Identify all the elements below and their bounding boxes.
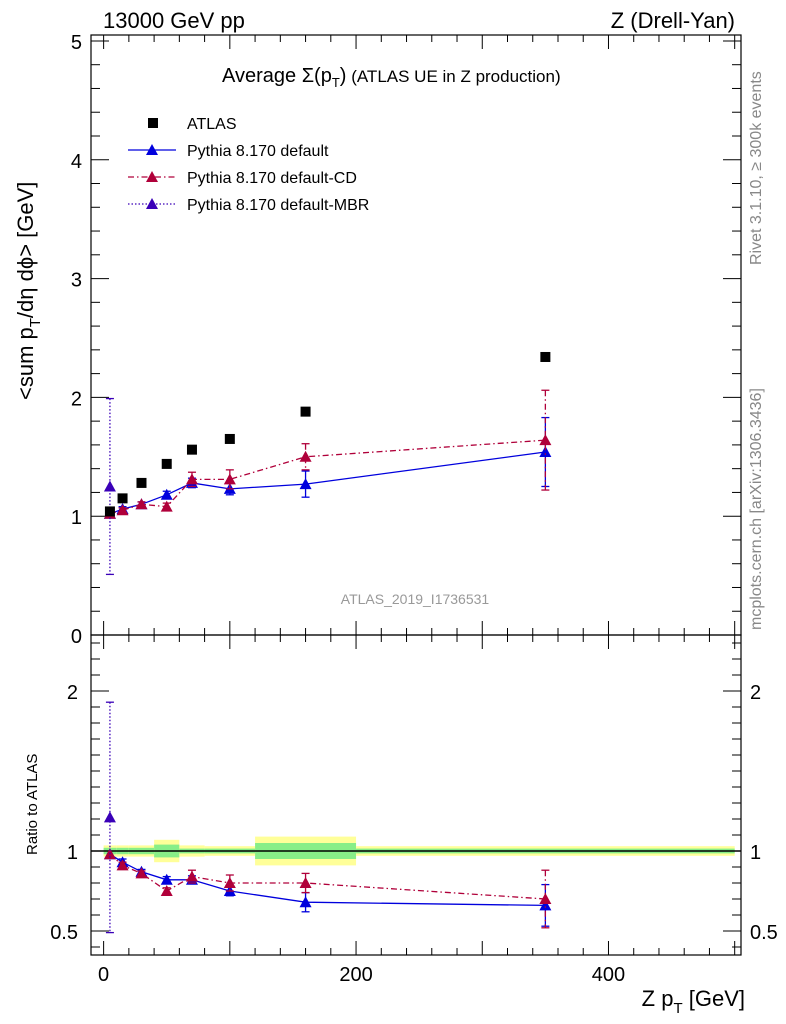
series-cd-marker <box>299 450 312 462</box>
ratio-series-cd-marker <box>116 859 129 871</box>
x-tick-label: 0 <box>98 964 109 986</box>
ratio-series-default-marker <box>299 896 312 908</box>
legend-marker-data <box>148 118 158 128</box>
ratio-series-default-marker <box>160 873 173 885</box>
ratio-plot-axes: 0 200 400 0.5 0.5 1 1 2 2 <box>50 635 778 986</box>
data-point-marker <box>300 406 311 417</box>
ratio-y-tick-label: 1 <box>67 842 78 864</box>
data-point-marker <box>117 493 128 504</box>
y-axis-label-post: /dη dϕ> [GeV] <box>13 182 38 318</box>
series-cd-marker <box>539 434 552 446</box>
series-cd-marker <box>160 500 173 512</box>
ratio-plot-series <box>103 701 552 934</box>
legend-label-cd: Pythia 8.170 default-CD <box>187 170 357 187</box>
ratio-series-cd-marker <box>135 867 148 879</box>
legend-label-mbr: Pythia 8.170 default-MBR <box>187 197 369 214</box>
ratio-series-cd-marker <box>223 877 236 888</box>
legend-marker-mbr <box>146 198 158 209</box>
x-axis-label-sub: T <box>673 1000 682 1017</box>
y-tick-label: 3 <box>71 270 82 292</box>
x-axis-label: Z pT [GeV] <box>642 986 745 1017</box>
legend-label-data: ATLAS <box>187 116 237 133</box>
ratio-series-mbr-marker <box>103 811 116 823</box>
data-point-marker <box>186 444 197 455</box>
legend: ATLAS Pythia 8.170 default Pythia 8.170 … <box>128 116 369 214</box>
plot-title-prefix: Average <box>222 65 302 87</box>
series-cd-line <box>109 439 546 515</box>
legend-label-default: Pythia 8.170 default <box>187 143 329 160</box>
series-default-line <box>109 451 546 515</box>
series-mbr-marker <box>103 480 116 492</box>
ratio-y-axis-label: Ratio to ATLAS <box>24 754 41 855</box>
series-cd-marker <box>185 473 198 485</box>
data-point-marker <box>224 433 235 444</box>
plot-title-subscript: T <box>332 75 340 90</box>
plot-title-suffix: (ATLAS UE in Z production) <box>346 67 560 86</box>
data-point-marker <box>104 506 115 517</box>
series-cd-marker <box>116 504 129 516</box>
rivet-version-label: Rivet 3.1.10, ≥ 300k events <box>748 71 765 265</box>
y-tick-label: 2 <box>71 388 82 410</box>
process-label: Z (Drell-Yan) <box>611 8 735 33</box>
series-default-marker <box>160 488 173 500</box>
ratio-series-cd-marker <box>160 885 173 896</box>
data-point-marker <box>540 351 551 362</box>
plot-title-sigma: Σ(p <box>302 65 332 87</box>
y-tick-label: 1 <box>71 507 82 529</box>
main-plot-axes: 0 1 2 3 4 5 <box>71 32 741 648</box>
y-tick-label: 0 <box>71 626 82 648</box>
y-axis-label: <sum pT/dη dϕ> [GeV] <box>13 182 44 400</box>
collision-label: 13000 GeV pp <box>103 8 245 33</box>
data-point-marker <box>161 458 172 469</box>
ratio-y-tick-label: 2 <box>67 682 78 704</box>
series-cd-marker <box>135 498 148 510</box>
ratio-series-cd-marker <box>185 870 198 882</box>
ratio-plot-bands <box>91 836 741 866</box>
ratio-y-tick-label-right: 1 <box>750 842 761 864</box>
legend-marker-cd <box>146 171 158 182</box>
ratio-y-tick-label-right: 0.5 <box>750 922 778 944</box>
y-axis-label-pre: <sum p <box>13 327 38 400</box>
data-point-marker <box>136 477 147 488</box>
y-tick-label: 5 <box>71 32 82 54</box>
ratio-series-cd-line <box>109 853 546 900</box>
ratio-series-cd-marker <box>299 877 312 888</box>
ratio-plot: 0 200 400 0.5 0.5 1 1 2 2 Ratio to ATLAS <box>24 634 778 986</box>
legend-marker-default <box>146 144 158 155</box>
ratio-series-cd-marker <box>539 893 552 904</box>
analysis-id-label: ATLAS_2019_I1736531 <box>341 591 490 607</box>
main-plot-data-points <box>104 351 551 517</box>
y-tick-label: 4 <box>71 151 82 173</box>
series-default-marker <box>539 446 552 458</box>
mcplots-label: mcplots.cern.ch [arXiv:1306.3436] <box>748 388 765 630</box>
series-cd-marker <box>223 473 236 485</box>
x-axis-label-unit: [GeV] <box>683 986 745 1011</box>
ratio-series-default-marker <box>539 899 552 911</box>
x-tick-label: 400 <box>592 964 625 986</box>
plot-title-close: ) <box>340 65 347 87</box>
series-default-marker <box>299 478 312 490</box>
x-axis-label-main: Z p <box>642 986 674 1011</box>
x-tick-label: 200 <box>339 964 372 986</box>
ratio-y-tick-label: 0.5 <box>50 922 78 944</box>
plot-title: Average Σ(pT) (ATLAS UE in Z production) <box>222 65 561 90</box>
main-plot-series <box>103 389 552 576</box>
y-axis-label-sub: T <box>27 318 44 327</box>
ratio-y-tick-label-right: 2 <box>750 682 761 704</box>
ratio-plot-frame <box>90 634 742 956</box>
